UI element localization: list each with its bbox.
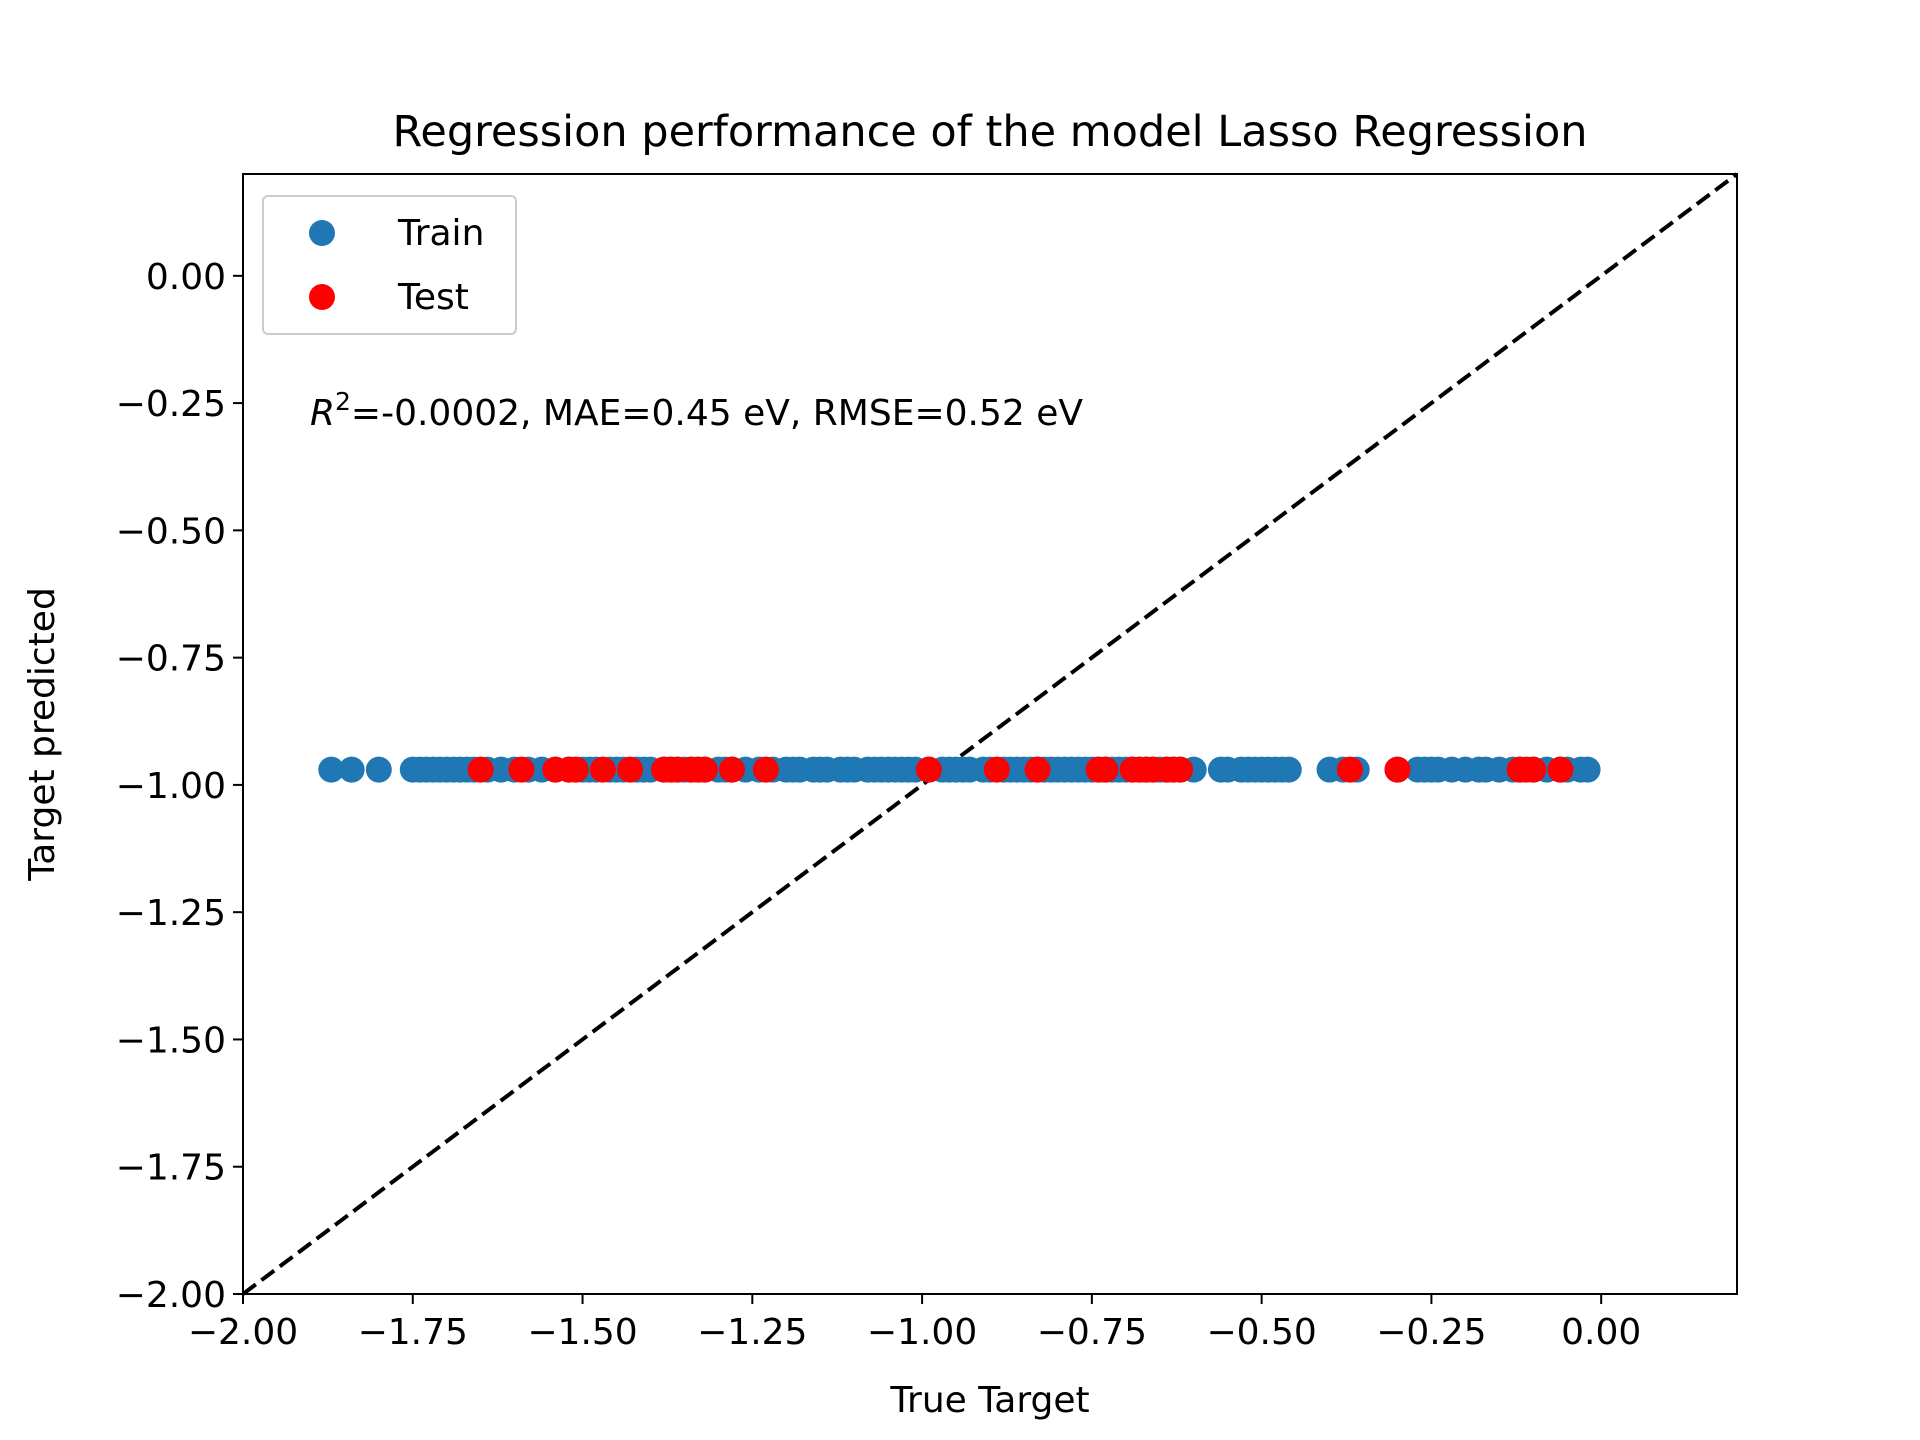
- legend: Train Test: [262, 195, 517, 335]
- x-tick-label: −1.25: [697, 1312, 807, 1353]
- y-tick-label: −2.00: [116, 1275, 226, 1316]
- x-tick-label: −1.50: [527, 1312, 637, 1353]
- x-axis-ticks: −2.00 −1.75 −1.50 −1.25 −1.00 −0.75 −0.50 −0.25…: [188, 1294, 1641, 1353]
- point-test: [508, 756, 535, 783]
- x-tick-label: 0.00: [1561, 1312, 1641, 1353]
- point-train: [365, 756, 392, 783]
- y-tick-label: −0.25: [116, 384, 226, 425]
- legend-label-test: Test: [397, 277, 469, 318]
- point-train: [318, 756, 345, 783]
- points-layer: [318, 756, 1601, 783]
- y-tick-label: −1.00: [116, 766, 226, 807]
- y-axis-label: Target predicted: [22, 587, 63, 882]
- y-tick-label: −0.75: [116, 639, 226, 680]
- point-test: [1384, 756, 1411, 783]
- r2-superscript: 2: [335, 387, 351, 416]
- r2-symbol: R: [310, 393, 335, 434]
- point-test: [691, 756, 718, 783]
- metrics-annotation: R2=-0.0002, MAE=0.45 eV, RMSE=0.52 eV: [310, 387, 1083, 434]
- x-axis-label: True Target: [889, 1380, 1089, 1421]
- chart-title: Regression performance of the model Lass…: [392, 107, 1587, 157]
- point-test: [1547, 756, 1574, 783]
- x-tick-label: −1.75: [358, 1312, 468, 1353]
- identity-reference-line: [241, 172, 1739, 1296]
- point-test: [915, 756, 942, 783]
- y-tick-label: 0.00: [146, 257, 226, 298]
- point-test: [589, 756, 616, 783]
- x-tick-label: −0.75: [1037, 1312, 1147, 1353]
- point-test: [983, 756, 1010, 783]
- plot-frame: [242, 173, 1738, 1295]
- y-tick-label: −1.75: [116, 1148, 226, 1189]
- metrics-text: =-0.0002, MAE=0.45 eV, RMSE=0.52 eV: [351, 393, 1083, 434]
- x-tick-label: −1.00: [867, 1312, 977, 1353]
- point-test: [562, 756, 589, 783]
- point-test: [718, 756, 745, 783]
- point-test: [1024, 756, 1051, 783]
- point-test: [1520, 756, 1547, 783]
- point-test: [1336, 756, 1363, 783]
- point-test: [752, 756, 779, 783]
- point-test: [467, 756, 494, 783]
- legend-label-train: Train: [397, 213, 484, 254]
- y-tick-label: −1.50: [116, 1020, 226, 1061]
- point-test: [617, 756, 644, 783]
- point-train: [338, 756, 365, 783]
- point-test: [1167, 756, 1194, 783]
- legend-marker-test: [309, 284, 335, 310]
- point-train: [1574, 756, 1601, 783]
- x-tick-label: −2.00: [188, 1312, 298, 1353]
- point-test: [1092, 756, 1119, 783]
- x-tick-label: −0.50: [1206, 1312, 1316, 1353]
- legend-marker-train: [309, 220, 335, 246]
- y-axis-ticks: 0.00 −0.25 −0.50 −0.75 −1.00 −1.25 −1.50 −1.75 −…: [116, 257, 243, 1316]
- y-tick-label: −0.50: [116, 511, 226, 552]
- y-tick-label: −1.25: [116, 893, 226, 934]
- point-train: [1275, 756, 1302, 783]
- reference-line-layer: [241, 172, 1739, 1296]
- x-tick-label: −0.25: [1376, 1312, 1486, 1353]
